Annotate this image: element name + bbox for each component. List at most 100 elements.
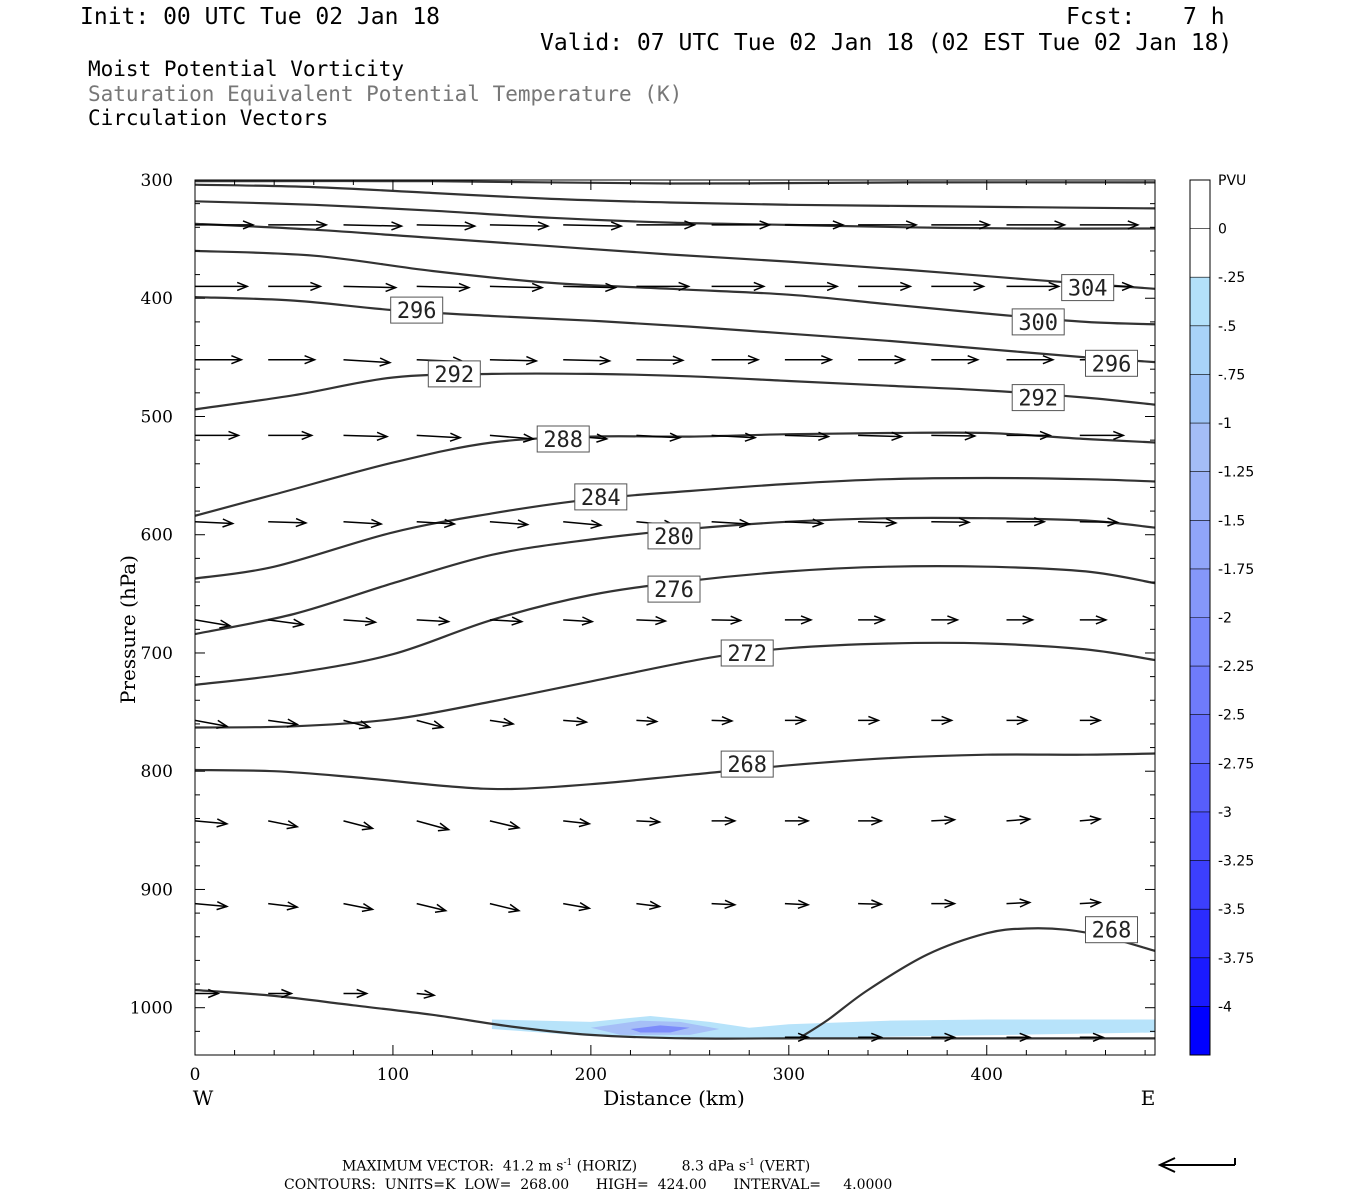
colorbar-label: -2 <box>1218 611 1232 627</box>
circulation-vector <box>416 820 451 832</box>
vector-head <box>315 220 329 230</box>
vector-head <box>730 615 743 625</box>
circulation-vector <box>343 282 398 293</box>
vector-head <box>871 816 884 826</box>
circulation-vector <box>858 431 904 442</box>
vector-shaft <box>343 358 390 364</box>
vert-exponent: -1 <box>746 1158 755 1168</box>
vector-head <box>1039 430 1053 441</box>
vector-head <box>391 221 404 231</box>
title-mpv: Moist Potential Vorticity <box>88 57 405 81</box>
vector-shaft <box>711 719 732 722</box>
x-tick-label: 300 <box>773 1065 805 1085</box>
colorbar-swatch <box>1190 374 1210 424</box>
vector-shaft <box>858 434 902 438</box>
circulation-vector <box>1079 615 1108 625</box>
contour-label: 288 <box>536 425 590 453</box>
vector-shaft <box>343 520 382 525</box>
circulation-vector <box>858 220 919 230</box>
circulation-vector <box>784 220 845 230</box>
pv-shading <box>491 1016 1155 1039</box>
circulation-vector <box>636 900 662 911</box>
colorbar-swatch <box>1190 277 1210 327</box>
vector-shaft <box>636 358 683 362</box>
colorbar-label: -3.75 <box>1218 951 1254 967</box>
vector-head <box>871 1032 884 1042</box>
circulation-vector <box>268 820 300 830</box>
vector-shaft <box>268 902 298 908</box>
circulation-vector <box>563 818 592 828</box>
vector-shaft <box>416 520 455 525</box>
colorbar-label: -1 <box>1218 416 1232 432</box>
circulation-vector <box>931 1032 957 1042</box>
contour-label: 300 <box>1011 308 1065 336</box>
vector-head <box>1089 715 1103 726</box>
vector-head <box>458 282 471 293</box>
vector-head <box>797 1032 811 1042</box>
circulation-vector <box>931 898 957 909</box>
contour-label-box <box>1085 349 1138 377</box>
vector-shaft <box>1006 901 1030 905</box>
vector-head <box>964 431 977 441</box>
vector-head <box>590 519 603 530</box>
vector-shaft <box>858 902 882 905</box>
contour-line-292 <box>195 372 1155 411</box>
y-axis-title: Pressure (hPa) <box>116 555 140 704</box>
circulation-vector <box>858 1032 884 1042</box>
circulation-vector <box>784 816 811 826</box>
contour-label: 280 <box>647 522 701 550</box>
contour-line-308 <box>195 200 1155 230</box>
vector-head <box>216 719 229 730</box>
circulation-vector <box>784 615 814 625</box>
vector-head <box>242 220 256 230</box>
vector-shaft <box>636 820 660 823</box>
colorbar-swatch <box>1190 714 1210 764</box>
contour-label-text: 296 <box>1092 352 1132 377</box>
vector-head <box>432 720 445 730</box>
circulation-vector <box>784 518 825 528</box>
vector-head <box>1089 815 1103 825</box>
vector-shaft <box>416 719 443 729</box>
vector-head <box>979 220 992 230</box>
x-tick-label: 200 <box>575 1065 607 1085</box>
vector-head <box>1095 615 1108 625</box>
vector-head <box>1127 220 1140 230</box>
colorbar-label: -2.25 <box>1218 659 1254 675</box>
vector-head <box>738 518 752 529</box>
circulation-vector <box>489 355 539 366</box>
circulation-vector <box>416 432 463 442</box>
y-tick-label: 900 <box>141 880 173 900</box>
vector-head <box>295 517 308 528</box>
circulation-vector <box>343 616 378 627</box>
contour-label-box <box>647 522 701 550</box>
circulation-vector <box>858 355 907 365</box>
vector-head <box>973 281 986 292</box>
colorbar-label: -3.5 <box>1218 902 1245 918</box>
vector-head <box>304 355 317 365</box>
vector-shaft <box>343 285 396 289</box>
vector-head <box>891 431 904 442</box>
vector-head <box>747 355 761 365</box>
contour-labels: 304 300 296 296 292 292 288 284 280 276 272 268 268 <box>390 274 1138 944</box>
circulation-vector <box>711 615 743 625</box>
circulation-vector <box>858 816 884 826</box>
vector-head <box>1042 355 1055 365</box>
vector-head <box>578 901 592 912</box>
circulation-vector <box>1079 898 1103 908</box>
circulation-vector <box>343 357 392 367</box>
vector-head <box>310 281 323 292</box>
max-vector-horiz: 41.2 m s <box>502 1158 564 1175</box>
vector-head <box>794 715 808 726</box>
colorbar-swatch <box>1190 763 1210 813</box>
vector-head <box>678 281 691 292</box>
circulation-vector <box>268 220 329 230</box>
colorbar-label: -.5 <box>1218 319 1236 335</box>
vector-shaft <box>195 719 228 727</box>
circulation-vector <box>711 716 734 726</box>
colorbar-swatch <box>1190 325 1210 375</box>
colorbar-swatch <box>1190 1006 1210 1056</box>
colorbar-swatch <box>1190 666 1210 716</box>
contour-line-296 <box>195 296 1155 364</box>
circulation-vector <box>636 220 697 230</box>
vector-shaft <box>563 619 593 623</box>
